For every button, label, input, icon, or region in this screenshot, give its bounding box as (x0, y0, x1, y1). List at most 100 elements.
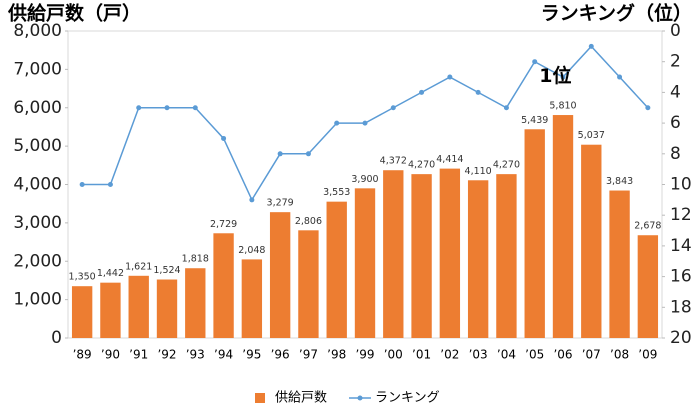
y2-tick-label: 2 (670, 52, 681, 72)
value-label: 4,372 (380, 156, 407, 167)
value-label: 2,678 (634, 221, 661, 232)
y2-tick-label: 18 (670, 297, 692, 317)
line-point (164, 105, 170, 111)
line-point (305, 151, 311, 157)
value-label: 2,806 (295, 216, 322, 227)
x-tick-label: ’94 (214, 348, 233, 362)
value-label: 1,442 (97, 268, 124, 279)
value-label: 3,843 (606, 176, 633, 187)
y2-tick-label: 4 (670, 82, 681, 102)
y2-tick-label: 0 (670, 21, 681, 41)
line-point (617, 74, 623, 80)
y-tick-label: 1,000 (13, 290, 62, 310)
bar (411, 174, 432, 338)
value-label: 3,553 (323, 187, 350, 198)
x-tick-label: ’03 (469, 348, 488, 362)
line-point (390, 105, 396, 111)
line-point (136, 105, 142, 111)
y2-tick-label: 20 (670, 328, 692, 348)
line-point (532, 59, 538, 65)
x-tick-label: ’93 (186, 348, 205, 362)
y2-title: ランキング（位） (541, 2, 692, 25)
line-point (192, 105, 198, 111)
x-tick-label: ’01 (412, 348, 431, 362)
bar (185, 268, 206, 338)
y-tick-label: 2,000 (13, 251, 62, 271)
bar (354, 188, 376, 338)
bar (383, 170, 404, 338)
y-tick-label: 7,000 (13, 59, 62, 79)
x-tick-label: ’07 (582, 348, 601, 362)
y-tick-label: 4,000 (13, 175, 62, 195)
line-point (503, 105, 509, 111)
x-tick-label: ’99 (355, 348, 374, 362)
y2-tick-label: 16 (670, 267, 692, 287)
value-label: 5,810 (549, 101, 576, 112)
line-point (419, 89, 425, 95)
value-label: 1,524 (153, 265, 180, 276)
x-tick-label: ’02 (440, 348, 459, 362)
value-label: 5,439 (521, 115, 548, 126)
value-label: 1,350 (69, 272, 96, 283)
bar (100, 282, 121, 338)
legend-swatch (357, 395, 363, 401)
x-tick-label: ’09 (638, 348, 657, 362)
value-label: 4,270 (408, 160, 435, 171)
bar (71, 286, 93, 338)
value-label: 1,818 (182, 254, 209, 265)
y-tick-label: 0 (51, 328, 62, 348)
line-point (334, 120, 340, 126)
line-point (362, 120, 368, 126)
bar (637, 235, 659, 338)
x-tick-label: ’90 (101, 348, 120, 362)
y-tick-label: 6,000 (13, 98, 62, 118)
bar (581, 144, 602, 338)
bar (128, 275, 149, 338)
x-tick-label: ’98 (327, 348, 346, 362)
y2-tick-label: 14 (670, 236, 692, 256)
bar (269, 212, 291, 338)
line-point (645, 105, 651, 111)
x-tick-label: ’00 (384, 348, 403, 362)
bar (609, 190, 630, 338)
legend-swatch (255, 393, 265, 403)
legend-label: 供給戸数 (275, 391, 327, 406)
y-tick-label: 8,000 (13, 21, 62, 41)
value-label: 4,414 (436, 154, 463, 165)
value-label: 3,900 (351, 174, 378, 185)
line-point (107, 182, 113, 187)
bar (524, 129, 545, 338)
value-label: 3,279 (267, 198, 294, 209)
line-point (79, 182, 85, 187)
bar (552, 115, 574, 338)
bar (156, 279, 178, 338)
y2-tick-label: 12 (670, 205, 692, 225)
y-tick-label: 3,000 (13, 213, 62, 233)
line-point (588, 43, 594, 49)
bar (326, 201, 347, 338)
annotation: 1位 (539, 64, 571, 87)
y2-tick-label: 8 (670, 144, 681, 164)
value-label: 5,037 (578, 130, 605, 141)
x-tick-label: ’92 (157, 348, 176, 362)
value-label: 2,048 (238, 245, 265, 256)
x-tick-label: ’04 (497, 348, 516, 362)
value-label: 4,110 (465, 166, 492, 177)
x-tick-label: ’89 (73, 348, 92, 362)
x-tick-label: ’05 (525, 348, 544, 362)
x-tick-label: ’91 (129, 348, 148, 362)
y-tick-label: 5,000 (13, 136, 62, 156)
line-point (475, 89, 481, 95)
line-point (447, 74, 453, 80)
bar (439, 168, 461, 338)
legend-label: ランキング (375, 391, 440, 406)
bar (213, 233, 234, 338)
y2-tick-label: 6 (670, 113, 681, 133)
value-label: 4,270 (493, 160, 520, 171)
line-point (560, 74, 566, 80)
bar (467, 180, 489, 338)
x-tick-label: ’08 (610, 348, 629, 362)
y2-tick-label: 10 (670, 175, 692, 195)
line-point (221, 135, 227, 141)
